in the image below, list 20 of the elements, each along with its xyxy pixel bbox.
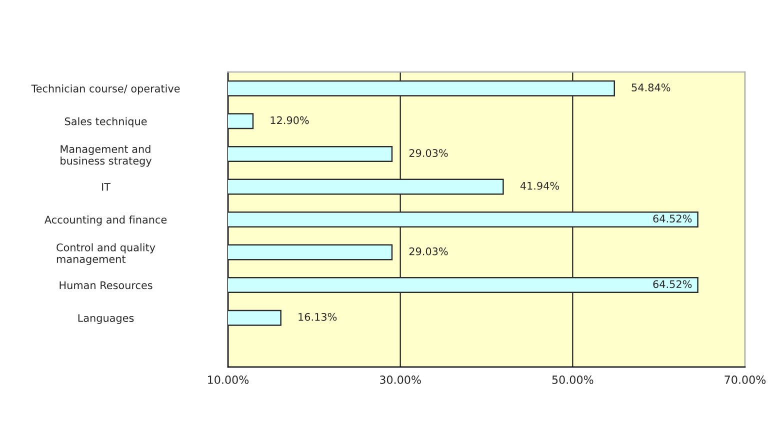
data-label: 41.94% (520, 182, 560, 190)
y-tick-label: IT (102, 183, 111, 191)
data-label: 29.03% (409, 247, 448, 256)
x-tick-label: 50.00% (552, 376, 594, 384)
y-tick-label: Management and business strategy (60, 144, 152, 167)
data-label: 29.03% (409, 149, 448, 157)
y-tick-label: Control and quality management (56, 243, 156, 266)
x-tick-label: 10.00% (208, 376, 249, 384)
y-tick-label: Human Resources (60, 281, 152, 290)
data-label: 54.84% (632, 84, 670, 92)
y-tick-label: Languages (78, 314, 134, 324)
x-tick-label: 70.00% (724, 376, 766, 384)
data-label: 16.13% (298, 312, 337, 321)
y-tick-label: Technician course/ operative (31, 84, 180, 95)
data-label: 64.52% (653, 214, 692, 223)
x-tick-label: 30.00% (380, 376, 421, 384)
data-label: 12.90% (270, 116, 309, 124)
data-label: 64.52% (653, 280, 692, 288)
y-tick-label: Accounting and finance (44, 216, 167, 226)
y-tick-label: Sales technique (64, 117, 147, 128)
